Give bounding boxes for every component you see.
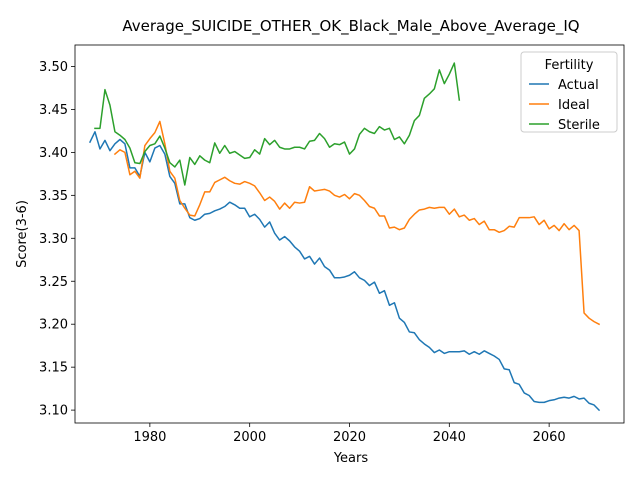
series-line-sterile [94,62,461,186]
plot-area [88,62,601,412]
legend-title: Fertility [545,58,594,73]
y-tick-label: 3.15 [39,361,68,376]
y-tick-label: 3.30 [39,232,68,247]
series-line-actual [88,131,601,412]
y-tick-label: 3.45 [39,103,68,118]
series-line-ideal [113,120,601,326]
y-tick-label: 3.40 [39,146,68,161]
legend: Fertility Actual Ideal Sterile [520,51,618,133]
legend-label-actual: Actual [558,78,599,93]
y-axis-title: Score(3-6) [15,200,30,268]
legend-frame [520,51,618,133]
y-tick-label: 3.20 [39,318,68,333]
y-tick-label: 3.25 [39,275,68,290]
y-tick-label: 3.50 [39,60,68,75]
x-tick-label: 1980 [133,430,166,445]
y-tick-label: 3.35 [39,189,68,204]
x-tick-label: 2040 [433,430,466,445]
y-tick-label: 3.10 [39,404,68,419]
x-tick-label: 2060 [533,430,566,445]
x-tick-label: 2020 [333,430,366,445]
x-axis-title: Years [333,451,369,466]
x-axis: 1980 2000 2020 2040 2060 [133,423,566,445]
x-tick-label: 2000 [233,430,266,445]
chart-title: Average_SUICIDE_OTHER_OK_Black_Male_Abov… [122,17,579,36]
legend-label-ideal: Ideal [558,98,590,113]
legend-label-sterile: Sterile [558,118,600,133]
y-axis: 3.10 3.15 3.20 3.25 3.30 3.35 3.40 3.45 3.50 [39,60,75,419]
